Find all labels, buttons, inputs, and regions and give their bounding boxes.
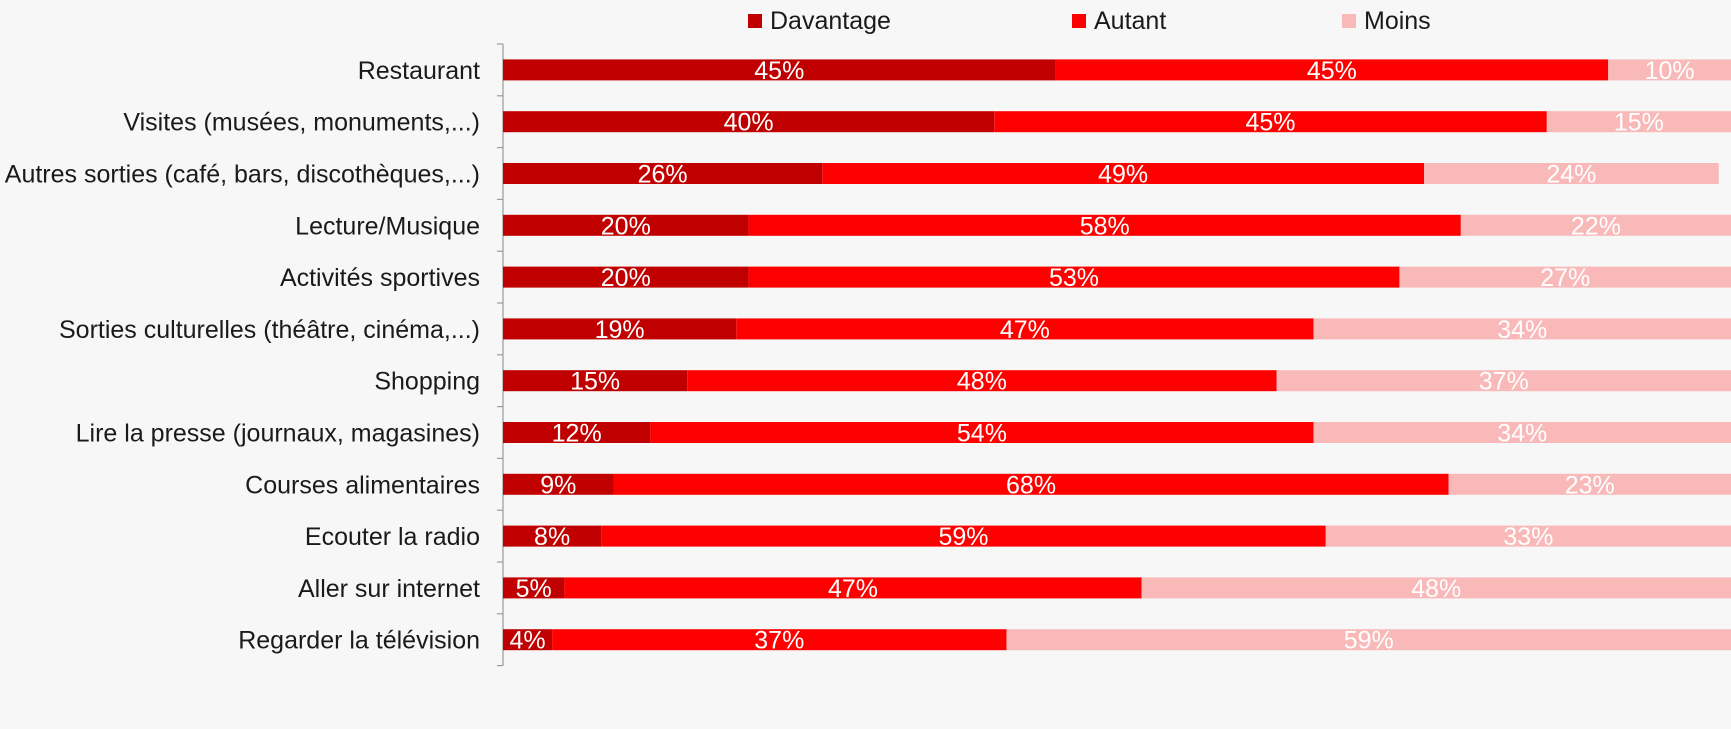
bar-segment-davantage <box>503 370 688 392</box>
bar-segment-autant <box>1055 59 1609 81</box>
data-label: 48% <box>957 368 1007 396</box>
data-label: 47% <box>828 575 878 603</box>
bar-segment-davantage <box>503 59 1056 81</box>
data-label: 34% <box>1497 316 1547 344</box>
category-axis <box>497 43 504 667</box>
data-label: 4% <box>509 627 545 655</box>
data-label: 10% <box>1645 57 1695 85</box>
data-label: 19% <box>595 316 645 344</box>
data-label: 45% <box>1307 57 1357 85</box>
category-label: Activités sportives <box>280 264 480 292</box>
category-label: Regarder la télévision <box>238 627 480 655</box>
category-label: Lecture/Musique <box>295 212 480 240</box>
data-label: 48% <box>1411 575 1461 603</box>
category-label: Visites (musées, monuments,...) <box>123 109 480 137</box>
data-label: 45% <box>1245 109 1295 137</box>
bar-segment-moins <box>1399 266 1731 288</box>
bar-segment-autant <box>822 163 1424 184</box>
category-label: Restaurant <box>358 57 480 85</box>
bar-segment-moins <box>1141 577 1731 599</box>
data-label: 34% <box>1497 420 1547 448</box>
bar-segment-davantage <box>503 422 651 443</box>
legend: Davantage Autant Moins <box>748 7 1431 35</box>
category-label: Ecouter la radio <box>305 523 480 551</box>
data-label: 23% <box>1565 471 1615 499</box>
bar-segment-autant <box>650 422 1314 443</box>
bar-segment-moins <box>1313 422 1731 443</box>
bar-segment-moins <box>1325 525 1731 547</box>
bar-segment-autant <box>564 577 1142 599</box>
bar-segment-davantage <box>503 577 565 599</box>
bar-segment-davantage <box>503 525 602 547</box>
data-label: 45% <box>754 57 804 85</box>
bar-segment-autant <box>994 111 1547 133</box>
data-label: 54% <box>957 420 1007 448</box>
data-label: 12% <box>552 420 602 448</box>
data-label: 47% <box>1000 316 1050 344</box>
data-label: 9% <box>540 471 576 499</box>
bar-segment-autant <box>601 525 1326 547</box>
bar-segment-davantage <box>503 318 737 340</box>
data-label: 20% <box>601 264 651 292</box>
data-label: 27% <box>1540 264 1590 292</box>
bar-segment-moins <box>1608 59 1731 81</box>
bar-segment-moins <box>1546 111 1731 133</box>
legend-label: Davantage <box>770 7 891 35</box>
bar-segment-autant <box>687 370 1277 392</box>
bar-segment-davantage <box>503 163 823 184</box>
bar-segment-autant <box>613 473 1449 495</box>
legend-label: Autant <box>1094 7 1166 35</box>
bar-segment-davantage <box>503 214 749 236</box>
data-label: 40% <box>724 109 774 137</box>
legend-label: Moins <box>1364 7 1431 35</box>
category-labels: Restaurant Visites (musées, monuments,...… <box>5 57 480 655</box>
bar-segment-autant <box>748 214 1461 236</box>
category-label: Sorties culturelles (théâtre, cinéma,...… <box>59 316 480 344</box>
data-label: 15% <box>1614 109 1664 137</box>
bar-segment-moins <box>1460 214 1731 236</box>
category-label: Autres sorties (café, bars, discothèques… <box>5 161 480 189</box>
legend-swatch-autant <box>1072 14 1086 28</box>
bar-segment-davantage <box>503 629 553 651</box>
data-label: 37% <box>754 627 804 655</box>
data-label: 24% <box>1546 161 1596 189</box>
data-label: 59% <box>1344 627 1394 655</box>
bar-segment-davantage <box>503 111 995 133</box>
data-label: 68% <box>1006 471 1056 499</box>
bar-segment-autant <box>552 629 1007 651</box>
bar-segment-davantage <box>503 473 614 495</box>
bars-area: 45% 45% 10% 40% 45% 15% 26% 49% 24% 20% 58% 22% 20% 5… <box>503 57 1731 655</box>
bar-segment-moins <box>1424 163 1719 184</box>
bar-segment-moins <box>1313 318 1731 340</box>
bar-segment-moins <box>1006 629 1731 651</box>
bar-segment-autant <box>736 318 1314 340</box>
bar-segment-moins <box>1448 473 1731 495</box>
legend-swatch-moins <box>1342 14 1356 28</box>
legend-swatch-davantage <box>748 14 762 28</box>
data-label: 8% <box>534 523 570 551</box>
data-label: 53% <box>1049 264 1099 292</box>
data-label: 26% <box>638 161 688 189</box>
data-label: 5% <box>516 575 552 603</box>
data-label: 20% <box>601 212 651 240</box>
data-label: 22% <box>1571 212 1621 240</box>
data-label: 58% <box>1080 212 1130 240</box>
data-label: 33% <box>1503 523 1553 551</box>
data-label: 37% <box>1479 368 1529 396</box>
data-label: 15% <box>570 368 620 396</box>
category-label: Aller sur internet <box>298 575 480 603</box>
data-label: 49% <box>1098 161 1148 189</box>
bar-segment-autant <box>748 266 1400 288</box>
category-label: Shopping <box>374 368 480 396</box>
bar-segment-davantage <box>503 266 749 288</box>
category-label: Lire la presse (journaux, magasines) <box>76 420 480 448</box>
bar-segment-moins <box>1276 370 1731 392</box>
category-label: Courses alimentaires <box>245 471 480 499</box>
data-label: 59% <box>938 523 988 551</box>
